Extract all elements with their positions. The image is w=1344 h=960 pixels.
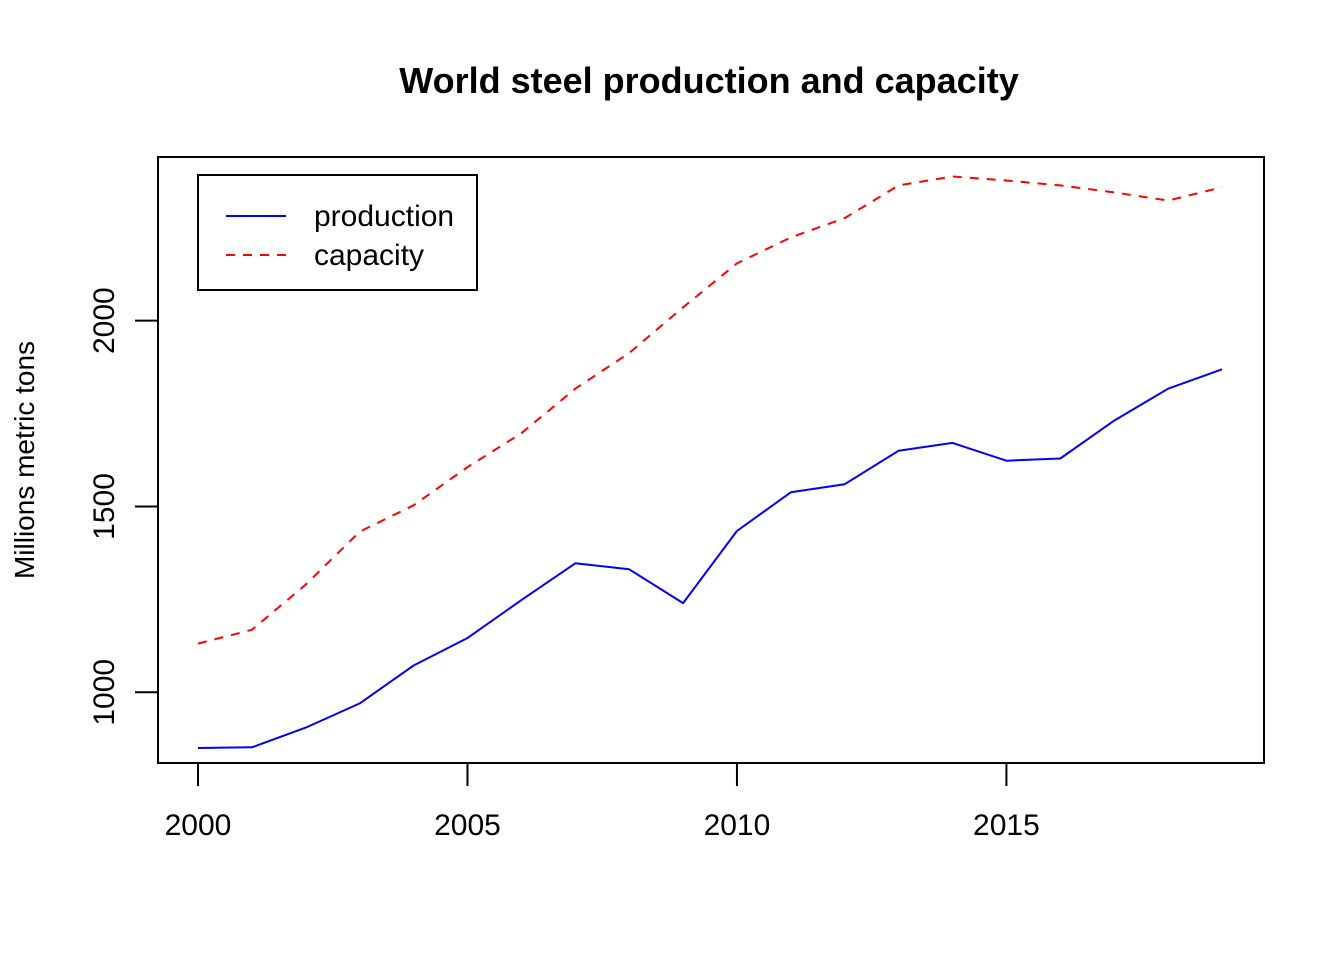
y-tick-label: 2000 <box>88 287 121 354</box>
series-layer <box>197 175 1223 749</box>
legend-items: production capacity <box>226 200 454 272</box>
y-axis-label: Millions metric tons <box>9 341 40 579</box>
x-axis: 2000 2005 2010 2015 <box>165 762 1040 842</box>
y-axis: 1000 1500 2000 <box>88 287 159 726</box>
x-tick-label: 2015 <box>973 809 1040 842</box>
legend-label-capacity: capacity <box>314 239 424 272</box>
x-tick-label: 2010 <box>704 809 771 842</box>
y-tick-label: 1500 <box>88 473 121 540</box>
chart-title: World steel production and capacity <box>399 60 1018 101</box>
series-line-capacity <box>197 175 1223 645</box>
legend: production capacity <box>197 174 478 291</box>
y-tick-label: 1000 <box>88 659 121 726</box>
x-tick-label: 2005 <box>434 809 501 842</box>
x-tick-label: 2000 <box>165 809 232 842</box>
legend-box <box>197 174 478 291</box>
legend-label-production: production <box>314 200 454 233</box>
series-line-production <box>197 368 1223 749</box>
